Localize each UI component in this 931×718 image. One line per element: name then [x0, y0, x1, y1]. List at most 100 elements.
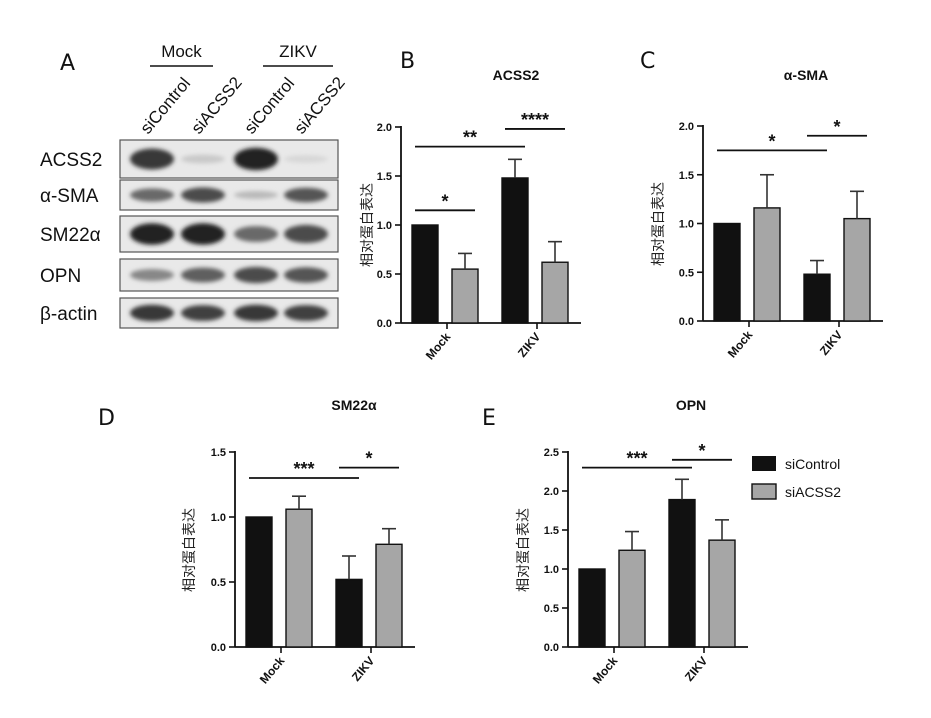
y-tick-label: 1.0	[544, 564, 559, 576]
significance-label: *	[441, 191, 448, 211]
blot-band	[130, 223, 174, 244]
error-bar	[850, 191, 864, 218]
y-axis-label: 相对蛋白表达	[360, 183, 376, 267]
chart-title: OPN	[676, 397, 706, 413]
blot-band	[284, 267, 328, 282]
y-tick-label: 2.0	[377, 122, 392, 134]
chart-title: α-SMA	[784, 67, 828, 83]
y-tick-label: 0.0	[377, 318, 392, 330]
y-tick-label: 0.5	[377, 269, 392, 281]
blot-row: β-actin	[40, 298, 338, 328]
significance-label: **	[463, 128, 477, 148]
significance-label: ****	[521, 110, 549, 130]
blot-row-label: α-SMA	[40, 186, 99, 207]
significance-label: *	[365, 449, 372, 469]
blot-band	[284, 155, 328, 163]
bar-sicontrol	[502, 178, 528, 323]
panel-letter-b: B	[400, 49, 415, 74]
y-tick-label: 2.0	[544, 486, 559, 498]
significance-label: *	[698, 441, 705, 461]
blot-lane-label: siACSS2	[291, 73, 349, 137]
blot-row-label: OPN	[40, 266, 81, 287]
error-bar	[292, 496, 306, 509]
blot-row: α-SMA	[40, 180, 338, 210]
x-category-label: Mock	[590, 654, 621, 687]
blot-band	[181, 223, 225, 244]
legend-swatch-sicontrol	[752, 456, 776, 471]
error-bar	[342, 556, 356, 579]
blot-band	[130, 149, 174, 170]
blot-row-label: ACSS2	[40, 150, 102, 171]
blot-band	[234, 191, 278, 199]
significance-label: *	[833, 117, 840, 137]
blot-lane-label: siControl	[137, 74, 195, 138]
bar-sicontrol	[669, 500, 695, 647]
blot-row-label: β-actin	[40, 304, 97, 325]
legend-swatch-siacss2	[752, 484, 776, 499]
x-category-label: ZIKV	[515, 330, 543, 360]
chart-panel-b: BACSS2相对蛋白表达0.00.51.01.52.0MockZIKV*****…	[360, 49, 581, 362]
blot-band	[130, 305, 174, 322]
y-tick-label: 1.0	[679, 219, 694, 231]
x-category-label: ZIKV	[349, 654, 377, 684]
error-bar	[548, 242, 562, 263]
western-blot-panel: A MockZIKV siControlsiACSS2siControlsiAC…	[40, 42, 349, 328]
blot-row: ACSS2	[40, 140, 338, 178]
y-tick-label: 0.0	[679, 316, 694, 328]
y-axis-label: 相对蛋白表达	[182, 508, 198, 592]
blot-lane-label: siControl	[241, 74, 299, 138]
blot-band	[181, 155, 225, 164]
bar-sicontrol	[714, 224, 740, 322]
blot-band	[130, 269, 174, 281]
significance-label: *	[768, 131, 775, 151]
x-category-label: Mock	[423, 330, 454, 363]
y-tick-label: 1.5	[377, 171, 392, 183]
bar-siacss2	[376, 544, 402, 647]
error-bar	[382, 529, 396, 545]
chart-panel-c: Cα-SMA相对蛋白表达0.00.51.01.52.0MockZIKV**	[640, 49, 883, 360]
legend-label-siacss2: siACSS2	[785, 484, 841, 500]
panel-letter-c: C	[640, 49, 655, 74]
bar-siacss2	[754, 208, 780, 321]
x-category-label: Mock	[257, 654, 288, 687]
blot-band	[181, 305, 225, 321]
panel-letter-e: E	[482, 406, 496, 431]
chart-panel-e: EOPN相对蛋白表达0.00.51.01.52.02.5MockZIKV****	[482, 397, 748, 686]
significance-label: ***	[626, 449, 647, 469]
chart-title: SM22α	[331, 397, 377, 413]
x-category-label: ZIKV	[817, 328, 845, 358]
bar-siacss2	[619, 550, 645, 647]
legend-label-sicontrol: siControl	[785, 456, 840, 472]
y-tick-label: 0.5	[544, 603, 559, 615]
blot-row: SM22α	[40, 216, 338, 252]
bar-siacss2	[452, 269, 478, 323]
y-axis-label: 相对蛋白表达	[516, 508, 532, 592]
blot-group-label-mock: Mock	[161, 42, 202, 61]
bar-sicontrol	[579, 569, 605, 647]
x-category-label: Mock	[725, 328, 756, 361]
error-bar	[508, 159, 522, 178]
chart-title: ACSS2	[493, 67, 540, 83]
x-category-label: ZIKV	[682, 654, 710, 684]
error-bar	[810, 261, 824, 275]
y-tick-label: 0.0	[544, 642, 559, 654]
y-tick-label: 1.0	[211, 512, 226, 524]
y-tick-label: 2.0	[679, 121, 694, 133]
bar-siacss2	[709, 540, 735, 647]
legend: siControl siACSS2	[752, 456, 841, 500]
y-tick-label: 1.5	[211, 447, 226, 459]
panel-letter-a: A	[60, 51, 75, 76]
blot-band	[284, 225, 328, 243]
y-tick-label: 1.5	[544, 525, 559, 537]
blot-row: OPN	[40, 259, 338, 291]
significance-label: ***	[293, 459, 314, 479]
error-bar	[458, 253, 472, 269]
blot-band	[284, 305, 328, 321]
bar-sicontrol	[336, 579, 362, 647]
blot-band	[234, 267, 278, 283]
blot-group-label-zikv: ZIKV	[279, 42, 317, 61]
y-axis-label: 相对蛋白表达	[651, 182, 667, 266]
y-tick-label: 0.5	[211, 577, 226, 589]
blot-row-label: SM22α	[40, 225, 101, 246]
